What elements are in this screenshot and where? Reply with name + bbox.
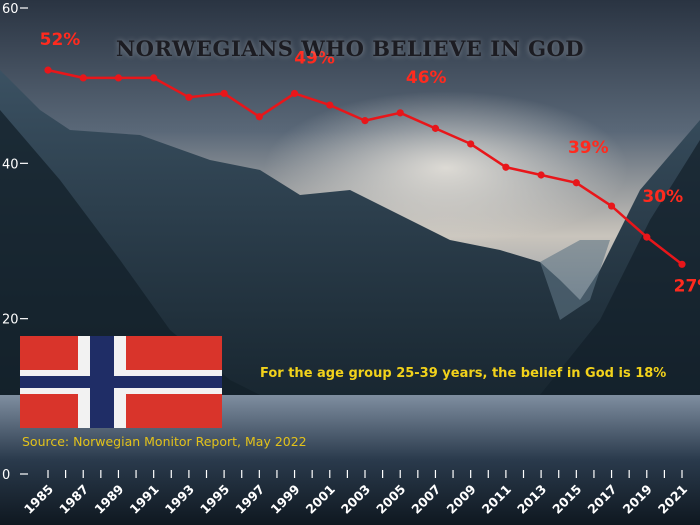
x-tick-label: 2019 (620, 482, 655, 517)
x-tick-label: 2013 (514, 482, 549, 517)
data-labels: 52% 49% 46% 39% 30% 27% (40, 30, 700, 296)
x-axis: 1985 1987 1989 1991 1993 1995 1997 1999 2001 2003… (21, 470, 690, 517)
data-point (502, 163, 510, 171)
x-tick-label: 1997 (232, 482, 267, 517)
norway-flag (20, 336, 222, 428)
y-axis: 0 20 40 60 (2, 2, 28, 483)
data-label: 46% (406, 68, 447, 88)
data-point (467, 140, 475, 148)
data-point (396, 109, 404, 117)
x-tick-label: 2001 (303, 482, 338, 517)
x-tick-label: 1995 (197, 482, 232, 517)
x-tick-label: 2007 (408, 482, 443, 517)
x-tick-label: 2017 (584, 482, 619, 517)
data-point (361, 117, 369, 125)
data-label: 49% (294, 48, 335, 68)
data-point (326, 101, 334, 109)
distant-ridge (540, 240, 610, 320)
data-point (185, 93, 193, 101)
data-label: 52% (40, 30, 81, 50)
data-point (79, 74, 87, 82)
data-point (220, 89, 228, 98)
data-point (44, 66, 52, 74)
y-tick-label: 40 (2, 157, 19, 172)
source-credit: Source: Norwegian Monitor Report, May 20… (22, 434, 307, 449)
data-label: 39% (568, 138, 609, 158)
series-line (44, 66, 686, 268)
x-tick-label: 2009 (444, 482, 479, 517)
data-point (607, 202, 616, 210)
data-point (572, 179, 580, 187)
right-cliff (540, 140, 700, 395)
data-point (150, 74, 158, 82)
x-tick-label: 1989 (91, 482, 126, 517)
series-polyline (47, 68, 683, 266)
data-point (255, 113, 263, 121)
y-tick-label: 0 (2, 468, 10, 483)
y-tick-label: 60 (2, 2, 19, 17)
left-cliff (0, 110, 260, 395)
x-tick-label: 2021 (655, 482, 690, 517)
mountains (0, 70, 700, 400)
x-tick-label: 2005 (373, 482, 408, 517)
data-point (643, 233, 651, 241)
age-group-note: For the age group 25-39 years, the belie… (260, 366, 667, 381)
data-point (431, 124, 440, 132)
data-point (114, 74, 123, 82)
x-tick-label: 1993 (162, 482, 197, 517)
x-tick-label: 1991 (127, 482, 162, 517)
x-tick-label: 1987 (56, 482, 91, 517)
x-tick-label: 2003 (338, 482, 373, 517)
data-point (290, 89, 299, 98)
x-tick-label: 2011 (479, 482, 514, 517)
data-point (537, 171, 545, 179)
chart-title: NORWEGIANS WHO BELIEVE IN GOD (115, 36, 585, 61)
data-label: 30% (642, 187, 683, 207)
y-tick-label: 20 (2, 313, 19, 328)
x-tick-label: 1999 (267, 482, 302, 517)
data-point (678, 260, 686, 268)
x-tick-label: 1985 (21, 482, 56, 517)
x-tick-label: 2015 (549, 482, 584, 517)
data-label: 27% (674, 276, 700, 296)
